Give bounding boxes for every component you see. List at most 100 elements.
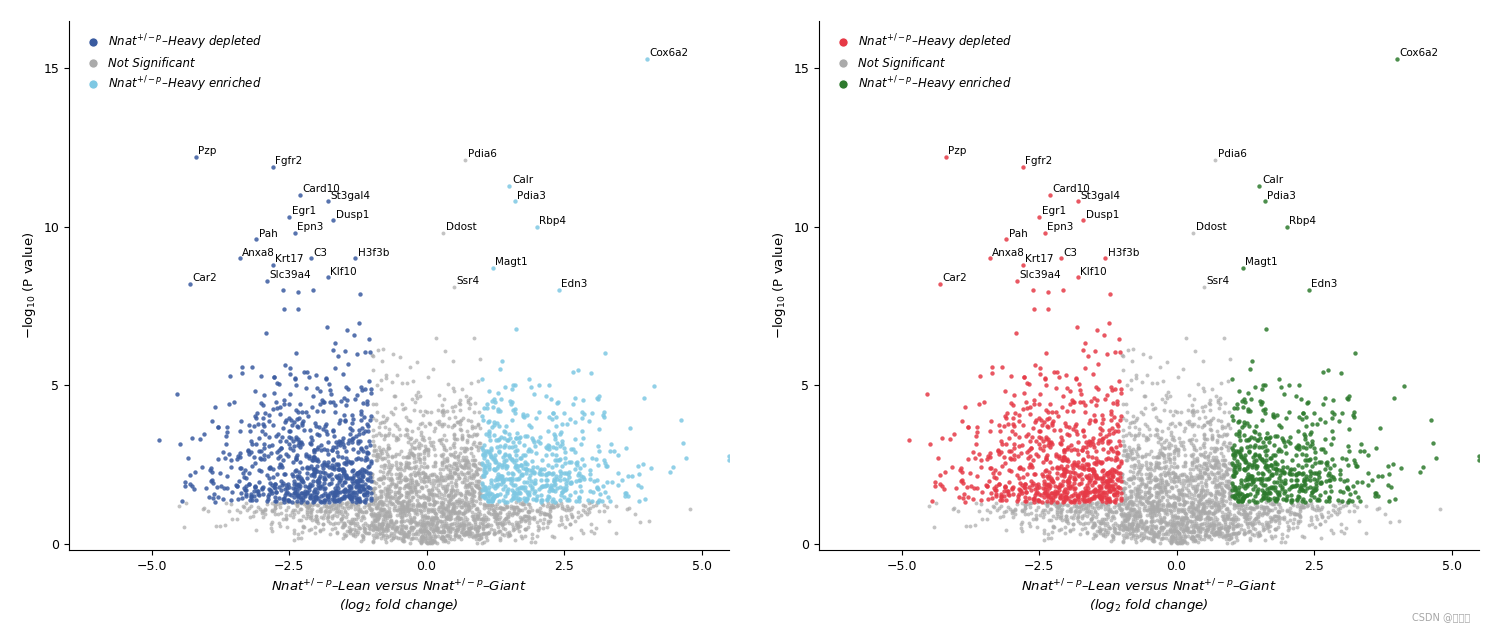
Point [1128,509,1152,519]
Point [1132,491,1156,502]
Point [368,495,392,505]
Point [1266,420,1290,431]
Point [1306,505,1330,516]
Point [516,507,540,518]
Point [378,443,402,453]
Point [1112,521,1136,531]
Point [454,460,478,470]
Point [304,460,328,471]
Point [390,399,414,409]
Point [1084,512,1108,522]
Text: Rbp4: Rbp4 [540,216,567,226]
Point [1016,498,1040,509]
Point [555,501,579,511]
Point [510,483,534,493]
Point [378,507,402,518]
Point [576,416,600,426]
Point [1204,436,1228,446]
Point [1224,490,1248,500]
Point [448,425,472,436]
Point [1024,497,1048,507]
Point [246,433,270,443]
Point [363,509,387,519]
Point [219,495,243,505]
Point [393,501,417,511]
Point [332,433,356,443]
Point [982,502,1006,512]
Point [416,493,440,503]
Point [1192,446,1216,457]
Point [1222,537,1246,547]
Point [1408,467,1432,478]
Point [1072,502,1096,512]
Point [522,514,546,524]
Point [540,414,564,424]
Point [477,514,501,524]
Point [370,452,394,462]
Point [1185,481,1209,491]
Point [1252,462,1276,472]
Point [1106,462,1130,472]
Point [268,459,292,469]
Point [452,474,476,485]
Point [1215,511,1239,521]
Point [274,415,298,425]
Point [312,485,336,495]
Point [1128,511,1152,521]
Point [300,435,324,445]
Point [489,503,513,513]
Point [326,500,350,510]
Point [1263,450,1287,460]
Point [358,456,382,466]
Point [1077,473,1101,483]
Point [1146,437,1170,447]
Point [460,511,484,521]
Point [1140,500,1164,510]
Point [1190,477,1214,487]
Point [492,459,516,469]
Point [1192,514,1216,524]
Point [1234,472,1258,482]
Point [1047,501,1071,511]
Point [345,349,369,359]
Point [531,481,555,491]
Point [546,396,570,406]
Point [1124,453,1148,464]
Point [326,527,350,537]
Point [1150,450,1174,460]
Point [430,475,454,485]
Point [351,471,375,481]
Point [459,415,483,425]
Point [405,479,429,489]
Point [556,457,580,467]
Point [296,497,320,507]
Point [273,469,297,479]
Point [1152,483,1176,493]
Point [494,382,517,392]
Point [536,440,560,450]
Point [1112,521,1136,531]
Point [464,519,488,530]
Point [1366,490,1390,500]
Point [442,489,466,499]
Text: Fgfr2: Fgfr2 [276,156,303,166]
Point [333,487,357,497]
Point [1263,516,1287,526]
Point [1137,469,1161,479]
Point [466,530,490,540]
Point [1002,408,1026,418]
Point [285,420,309,431]
Point [996,419,1020,429]
Point [1174,538,1198,548]
Point [522,488,546,498]
Point [1026,488,1050,498]
Point [332,486,356,496]
Point [1114,531,1138,542]
Point [442,446,466,457]
Point [249,466,273,476]
Point [400,492,424,502]
Point [1108,509,1132,519]
Point [1072,496,1096,506]
Point [336,395,360,405]
Point [592,500,616,510]
